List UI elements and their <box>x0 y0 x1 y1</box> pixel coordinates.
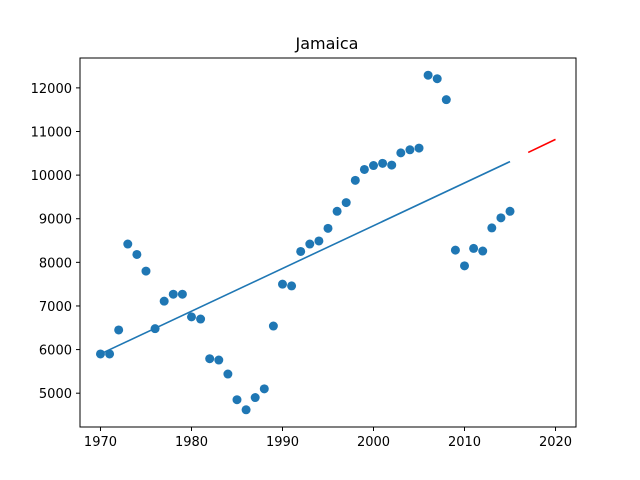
data-point <box>177 289 187 299</box>
y-tick-label: 10000 <box>31 169 72 184</box>
data-point <box>323 223 333 233</box>
data-point <box>205 354 215 364</box>
data-point <box>268 321 278 331</box>
y-tick-label: 9000 <box>39 213 72 228</box>
data-point <box>405 145 415 155</box>
data-point <box>232 395 242 405</box>
y-tick-label: 6000 <box>39 344 72 359</box>
y-tick-label: 5000 <box>39 387 72 402</box>
data-point <box>487 223 497 233</box>
x-tick-label: 1970 <box>84 435 117 450</box>
data-point <box>359 164 369 174</box>
data-point <box>296 246 306 256</box>
data-point <box>460 261 470 271</box>
x-tick-label: 2010 <box>448 435 481 450</box>
data-point <box>241 405 251 415</box>
data-point <box>469 243 479 253</box>
data-point <box>450 245 460 255</box>
x-axis: 1970 1980 1990 2000 2010 2020 <box>84 427 572 450</box>
x-tick-label: 1990 <box>266 435 299 450</box>
y-axis: 5000 6000 7000 8000 9000 10000 11000 12000 <box>31 82 80 402</box>
data-point <box>441 95 451 105</box>
data-point <box>186 312 196 322</box>
data-point <box>287 281 297 291</box>
data-point <box>478 246 488 256</box>
data-point <box>350 175 360 185</box>
data-point <box>114 325 124 335</box>
data-point <box>132 249 142 259</box>
x-tick-label: 1980 <box>175 435 208 450</box>
trend-line <box>100 160 511 355</box>
data-point <box>250 393 260 403</box>
data-point <box>496 213 506 223</box>
data-point <box>341 198 351 208</box>
forecast-line <box>527 138 556 154</box>
data-point <box>259 384 269 394</box>
data-point <box>196 314 206 324</box>
data-point <box>332 206 342 216</box>
data-point <box>396 148 406 158</box>
y-tick-label: 7000 <box>39 300 72 315</box>
y-tick-label: 11000 <box>31 125 72 140</box>
data-point <box>141 266 151 276</box>
data-point <box>159 296 169 306</box>
data-point <box>369 161 378 171</box>
plot-area <box>95 70 556 415</box>
data-point <box>214 355 224 365</box>
axes-frame <box>79 57 577 428</box>
data-point <box>278 279 287 289</box>
data-point <box>423 70 433 80</box>
data-point <box>314 236 324 246</box>
data-point <box>387 160 397 170</box>
x-tick-label: 2020 <box>539 435 572 450</box>
data-point <box>305 239 315 249</box>
data-point <box>414 143 424 153</box>
data-point <box>168 289 178 299</box>
data-point <box>105 349 115 359</box>
data-point <box>432 74 442 84</box>
y-tick-label: 12000 <box>31 82 72 97</box>
x-tick-label: 2000 <box>357 435 390 450</box>
data-point <box>123 239 133 249</box>
chart-title: Jamaica <box>295 34 359 53</box>
data-point <box>223 369 233 379</box>
data-point <box>378 158 388 168</box>
y-tick-label: 8000 <box>39 256 72 271</box>
data-point <box>505 206 515 216</box>
